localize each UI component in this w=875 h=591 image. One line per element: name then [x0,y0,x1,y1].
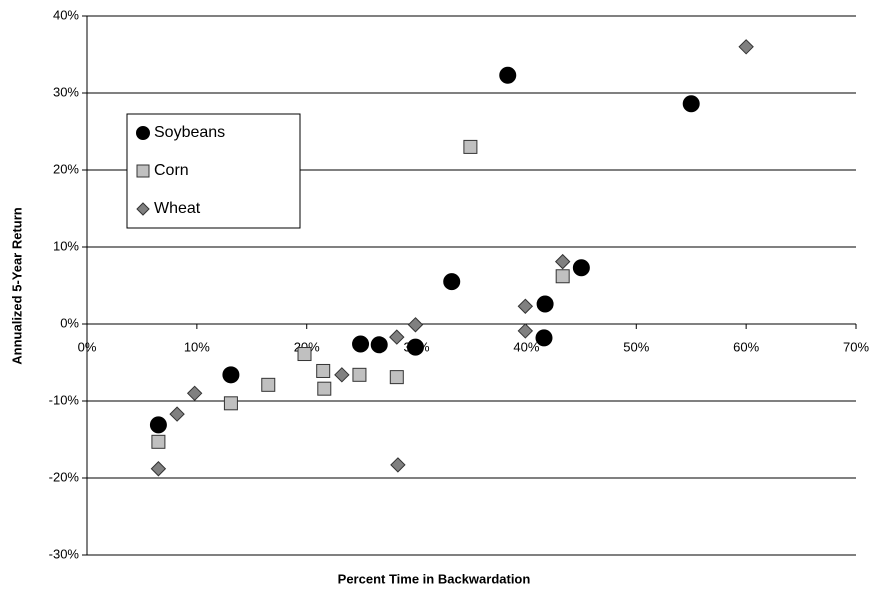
point [517,323,534,339]
point [334,367,350,383]
point [297,347,312,362]
point [150,461,167,477]
x-tick-label: 0% [78,339,97,354]
point [682,95,700,113]
point [317,381,332,396]
point [390,457,406,473]
point [407,317,424,333]
x-tick-label: 50% [623,339,649,354]
point [555,269,570,284]
x-tick-label: 10% [184,339,210,354]
y-axis-title: Annualized 5-Year Return [9,207,24,365]
point [499,66,517,84]
point [406,338,424,356]
legend-marker [136,164,150,178]
point [316,363,331,378]
legend-marker [136,202,150,216]
point [352,335,370,353]
y-tick-label: 40% [53,7,79,22]
point [222,366,240,384]
x-axis-title: Percent Time in Backwardation [338,571,531,586]
y-tick-label: -10% [49,392,80,407]
point [554,253,571,270]
point [389,370,404,385]
legend-box [126,113,301,229]
y-tick-label: 0% [60,315,79,330]
y-tick-label: 30% [53,84,79,99]
y-tick-label: -30% [49,546,80,561]
point [186,385,203,402]
point [738,39,754,55]
legend-label: Soybeans [154,124,225,141]
point [352,367,367,382]
point [223,396,238,411]
x-tick-label: 70% [843,339,869,354]
legend-marker [136,126,150,140]
point [443,273,461,291]
point [572,259,590,277]
legend-label: Corn [154,162,189,179]
x-tick-label: 60% [733,339,759,354]
point [517,298,534,314]
point [463,139,478,154]
point [151,434,166,449]
point [169,406,185,422]
point [261,377,276,392]
point [370,336,388,354]
x-tick-label: 40% [513,339,539,354]
point [535,329,553,347]
point [149,416,167,434]
y-tick-label: 20% [53,161,79,176]
y-tick-label: 10% [53,238,79,253]
point [389,329,405,345]
point [536,295,554,313]
legend-label: Wheat [154,200,201,217]
y-tick-label: -20% [49,469,80,484]
